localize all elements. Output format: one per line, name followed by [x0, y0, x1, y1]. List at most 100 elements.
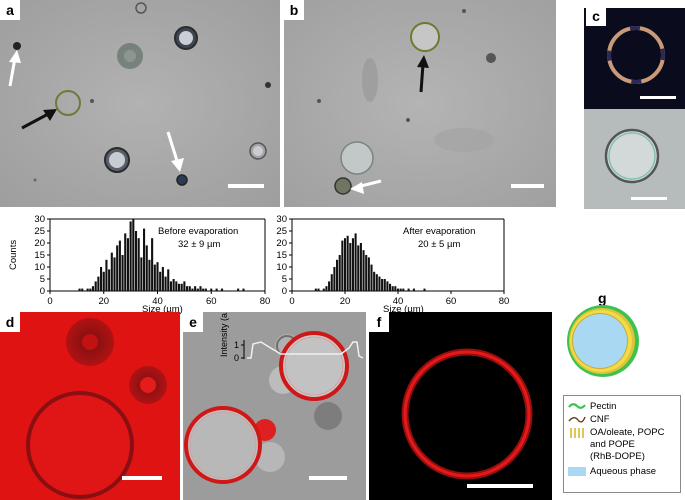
scale-bar-c-bottom — [631, 197, 667, 200]
histogram-before-bar — [81, 288, 84, 291]
histogram-before-bar — [169, 281, 172, 291]
histogram-before-bar — [110, 252, 113, 291]
histogram-after-bar — [407, 288, 410, 291]
legend-label-lipids-1: OA/oleate, POPC — [590, 427, 665, 438]
histogram-after-bar — [341, 240, 344, 291]
histogram-after-x-tick-label: 80 — [499, 296, 510, 307]
intensity-tick-1: 1 — [234, 340, 239, 350]
histogram-before-bar — [116, 245, 119, 291]
scale-bar-c-top — [640, 96, 676, 99]
histogram-after-y-tick-label: 15 — [276, 250, 287, 261]
legend-label-lipids-3: (RhB-DOPE) — [590, 451, 645, 462]
histogram-before-bar — [194, 286, 197, 291]
histogram-before-bar — [121, 255, 124, 291]
pectin-swatch-icon — [568, 403, 586, 409]
scale-bar-f — [467, 484, 533, 488]
histogram-before-y-tick-label: 25 — [34, 226, 45, 237]
histogram-after-bar — [359, 243, 362, 291]
histogram-after-bar — [367, 257, 370, 291]
histogram-after-stat: 20 ± 5 µm — [418, 239, 460, 250]
histogram-before-bar — [242, 288, 245, 291]
histogram-before-bar — [196, 288, 199, 291]
panel-e-image: Intensity (a.u.) 1 0 — [183, 312, 366, 500]
histogram-after-bar — [314, 288, 317, 291]
panel-e-merged: Intensity (a.u.) 1 0 — [183, 312, 366, 500]
histogram-before-bar — [118, 240, 121, 291]
histogram-after-bar — [370, 264, 373, 291]
histogram-after-x-tick-label: 20 — [340, 296, 351, 307]
histogram-after-y-tick-label: 0 — [282, 286, 287, 297]
histogram-before-bar — [183, 281, 186, 291]
histogram-after-bar — [330, 274, 333, 291]
histogram-after-bar — [346, 235, 349, 291]
histogram-before-bar — [91, 286, 95, 291]
panel-a-micrograph — [0, 0, 280, 207]
panel-g-schematic — [567, 305, 639, 377]
panel-c-droplet — [604, 128, 660, 184]
histogram-before-bar — [97, 276, 100, 291]
scale-bar-a — [228, 184, 264, 188]
histogram-before-title: Before evaporation — [158, 226, 238, 237]
histogram-after-bar — [349, 243, 352, 291]
histogram-after-bar — [391, 286, 394, 291]
panel-label-f: f — [369, 312, 389, 332]
panel-d-fluorescence — [0, 312, 180, 500]
histogram-after-bar — [373, 271, 376, 291]
histogram-before-bar — [102, 271, 105, 291]
histogram-after-bar — [402, 288, 405, 291]
histogram-before-bar — [145, 245, 148, 291]
histogram-before-bar — [191, 288, 194, 291]
histogram-before-bar — [237, 288, 240, 291]
histogram-before-x-tick-label: 20 — [98, 296, 109, 307]
histogram-after-bar — [378, 276, 381, 291]
histogram-after-bar — [423, 288, 426, 291]
histogram-before-bar — [148, 259, 151, 291]
legend-label-lipids-2: and POPE — [590, 439, 635, 450]
histogram-after-bar — [389, 283, 392, 291]
panel-f-fluorescence — [369, 312, 552, 500]
histogram-after-bar — [351, 238, 354, 291]
histogram-before-bar — [167, 269, 170, 291]
histogram-before-bar — [86, 288, 89, 291]
histogram-after-x-tick-label: 0 — [289, 296, 294, 307]
histogram-before-bar — [186, 286, 189, 291]
histogram-before-x-tick-label: 60 — [206, 296, 217, 307]
histogram-before-x-tick-label: 0 — [47, 296, 52, 307]
histogram-before-y-tick-label: 15 — [34, 250, 45, 261]
histogram-before-bar — [210, 288, 213, 291]
histogram-before-bar — [175, 281, 178, 291]
histogram-before-bar — [153, 264, 156, 291]
histogram-before-bar — [172, 279, 175, 291]
histogram-before-bar — [134, 231, 138, 291]
histogram-before-bar — [220, 288, 224, 291]
panel-label-e: e — [183, 312, 203, 332]
scale-bar-e — [309, 476, 347, 480]
histogram-before-bar — [177, 283, 181, 291]
histogram-after-bar — [325, 286, 328, 291]
histogram-after-title: After evaporation — [403, 226, 475, 237]
histogram-before-bar — [137, 238, 140, 291]
histogram-before-bar — [159, 271, 162, 291]
histogram-before-bar — [188, 286, 191, 291]
histogram-before-y-tick-label: 30 — [34, 214, 45, 225]
panel-label-d: d — [0, 312, 20, 332]
histogram-before-bar — [105, 259, 108, 291]
histogram-before-bar — [204, 288, 207, 291]
lipid-swatch-icon — [570, 428, 584, 438]
panel-label-g: g — [598, 290, 607, 306]
histogram-before-bar — [202, 288, 205, 291]
histogram-before-ylabel: Counts — [8, 240, 19, 270]
histogram-before-bar — [100, 267, 103, 291]
panel-d-image — [0, 312, 180, 500]
panel-f-image — [369, 312, 552, 500]
histogram-before-bar — [89, 288, 92, 291]
panel-c-birefringence — [607, 26, 665, 84]
histogram-before-y-tick-label: 5 — [40, 274, 45, 285]
histogram-before-bar — [94, 281, 97, 291]
histogram-after-bar — [383, 279, 386, 291]
scale-bar-d — [122, 476, 162, 480]
histogram-after-y-tick-label: 20 — [276, 238, 287, 249]
histogram-after-bar — [381, 279, 384, 291]
